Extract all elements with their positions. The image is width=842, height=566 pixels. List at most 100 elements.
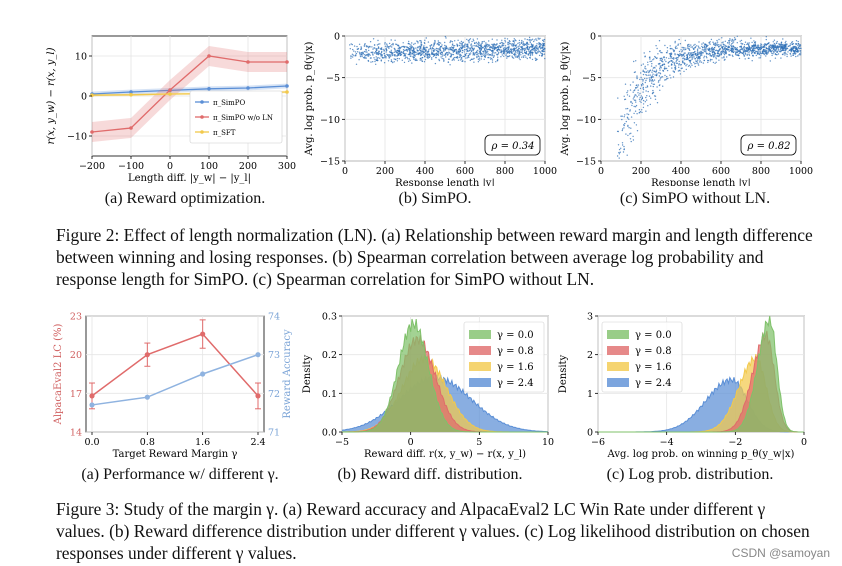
scatter-point bbox=[652, 91, 655, 94]
scatter-point bbox=[489, 48, 491, 50]
scatter-point bbox=[657, 53, 659, 55]
data-point bbox=[129, 90, 133, 94]
scatter-point bbox=[690, 54, 692, 56]
scatter-point bbox=[694, 53, 696, 55]
scatter-point bbox=[703, 55, 706, 57]
scatter-point bbox=[794, 50, 797, 52]
scatter-point bbox=[472, 54, 474, 56]
scatter-point bbox=[795, 43, 797, 45]
scatter-point bbox=[514, 55, 516, 57]
scatter-point bbox=[356, 48, 358, 50]
scatter-point bbox=[778, 50, 781, 52]
scatter-point bbox=[450, 48, 452, 51]
scatter-point bbox=[383, 53, 385, 55]
y-axis-label-left: AlpacaEval2 LC (%) bbox=[53, 324, 64, 426]
x-tick-label: 200 bbox=[376, 166, 394, 177]
scatter-point bbox=[658, 40, 661, 42]
scatter-point bbox=[621, 115, 623, 117]
scatter-point bbox=[441, 53, 444, 55]
scatter-point bbox=[632, 91, 634, 93]
subcaption-a: (a) Performance w/ different γ. bbox=[81, 466, 279, 483]
scatter-point bbox=[707, 53, 710, 55]
scatter-point bbox=[683, 70, 685, 73]
scatter-point bbox=[711, 49, 713, 51]
scatter-point bbox=[730, 44, 732, 46]
scatter-point bbox=[524, 48, 526, 51]
scatter-point bbox=[404, 57, 406, 60]
scatter-point bbox=[393, 51, 396, 53]
scatter-point bbox=[519, 49, 522, 51]
scatter-point bbox=[694, 46, 697, 48]
scatter-point bbox=[665, 60, 667, 63]
scatter-point bbox=[466, 57, 469, 59]
scatter-point bbox=[682, 61, 684, 64]
scatter-point bbox=[442, 47, 445, 50]
scatter-point bbox=[624, 98, 627, 101]
scatter-point bbox=[377, 53, 380, 56]
scatter-point bbox=[774, 50, 777, 52]
subcaption-c: (c) SimPO without LN. bbox=[619, 190, 771, 207]
scatter-point bbox=[626, 113, 628, 115]
scatter-point bbox=[791, 43, 793, 45]
scatter-point bbox=[499, 42, 502, 44]
scatter-point bbox=[672, 70, 674, 72]
scatter-point bbox=[476, 50, 478, 52]
scatter-point bbox=[796, 51, 799, 53]
scatter-point bbox=[701, 51, 703, 54]
scatter-point bbox=[412, 55, 414, 58]
scatter-point bbox=[689, 54, 691, 57]
scatter-point bbox=[391, 60, 393, 63]
scatter-point bbox=[529, 40, 531, 42]
scatter-point bbox=[643, 52, 645, 54]
x-axis-label: Target Reward Margin γ bbox=[113, 449, 238, 460]
scatter-point bbox=[423, 45, 425, 47]
scatter-point bbox=[427, 55, 429, 58]
scatter-point bbox=[793, 45, 795, 48]
scatter-point bbox=[404, 54, 406, 56]
scatter-point bbox=[676, 47, 678, 49]
accuracy-point bbox=[200, 371, 206, 377]
scatter-point bbox=[656, 102, 659, 104]
scatter-point bbox=[450, 54, 452, 56]
scatter-point bbox=[537, 37, 539, 39]
scatter-point bbox=[707, 44, 709, 47]
scatter-point bbox=[534, 49, 536, 52]
scatter-point bbox=[628, 127, 630, 129]
scatter-point bbox=[397, 44, 400, 46]
y-tick-label: 0 bbox=[587, 428, 593, 439]
scatter-point bbox=[685, 65, 687, 67]
scatter-point bbox=[358, 43, 361, 45]
scatter-point bbox=[726, 56, 728, 58]
scatter-point bbox=[649, 70, 651, 72]
scatter-point bbox=[634, 110, 637, 112]
scatter-point bbox=[722, 48, 725, 50]
scatter-point bbox=[679, 43, 682, 45]
scatter-point bbox=[399, 52, 401, 55]
scatter-point bbox=[512, 48, 514, 51]
scatter-point bbox=[743, 55, 746, 57]
scatter-point bbox=[493, 55, 495, 57]
y-tick-label: 10 bbox=[75, 52, 87, 63]
scatter-point bbox=[543, 44, 545, 47]
scatter-point bbox=[659, 69, 661, 71]
scatter-point bbox=[481, 42, 483, 45]
scatter-point bbox=[383, 48, 385, 51]
scatter-point bbox=[751, 41, 753, 44]
scatter-point bbox=[686, 47, 689, 49]
scatter-point bbox=[431, 58, 433, 60]
scatter-point bbox=[639, 111, 642, 113]
scatter-point bbox=[757, 53, 759, 55]
scatter-point bbox=[645, 74, 647, 76]
scatter-point bbox=[751, 60, 753, 62]
scatter-point bbox=[701, 43, 703, 45]
scatter-point bbox=[468, 39, 471, 41]
scatter-point bbox=[543, 50, 546, 52]
scatter-point bbox=[638, 109, 641, 111]
scatter-point bbox=[451, 49, 453, 51]
scatter-point bbox=[722, 45, 725, 47]
scatter-point bbox=[493, 48, 496, 51]
scatter-point bbox=[445, 37, 447, 39]
scatter-point bbox=[526, 43, 528, 45]
scatter-point bbox=[488, 54, 490, 56]
